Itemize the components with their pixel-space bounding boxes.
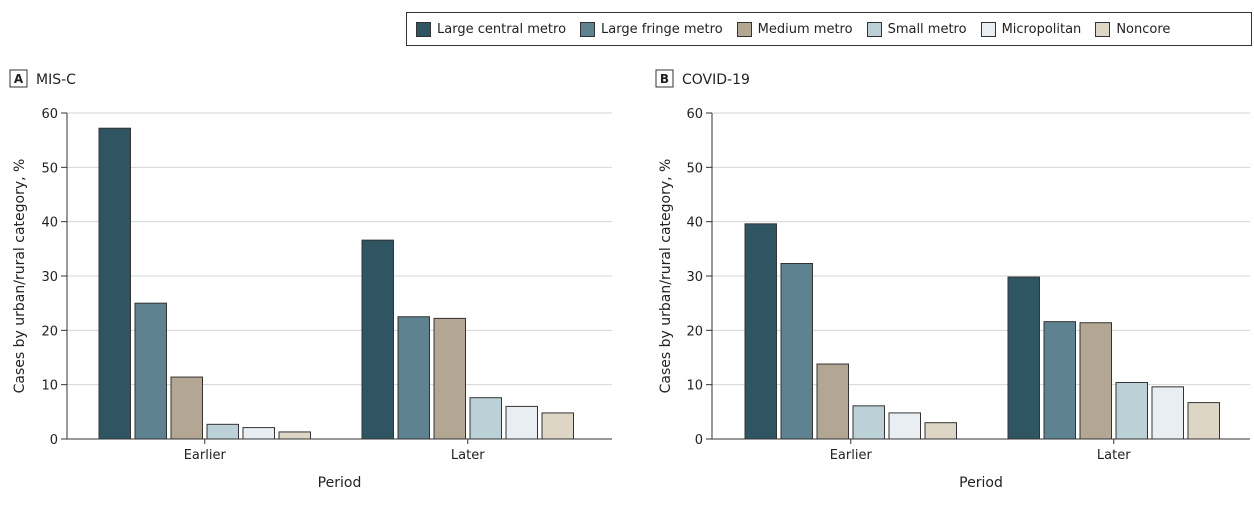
bar-large-central-metro-earlier xyxy=(744,223,777,440)
bar-small-metro-earlier xyxy=(852,405,885,440)
x-tick-label: Later xyxy=(1097,448,1131,463)
y-tick-label: 20 xyxy=(686,324,703,339)
bar-noncore-earlier xyxy=(924,422,957,440)
chart-legend: Large central metro Large fringe metro M… xyxy=(406,12,1252,46)
x-tick-label: Earlier xyxy=(184,448,227,463)
y-tick-label: 60 xyxy=(686,107,703,122)
legend-label: Medium metro xyxy=(757,21,853,37)
bar-small-metro-later xyxy=(1115,381,1148,440)
legend-label: Noncore xyxy=(1116,21,1171,37)
panel-letter-box xyxy=(9,69,28,88)
legend-swatch xyxy=(416,21,431,37)
y-tick-label: 30 xyxy=(41,270,58,285)
bar-large-fringe-metro-later xyxy=(397,316,430,440)
legend-label: Large fringe metro xyxy=(601,21,723,37)
bar-micropolitan-later xyxy=(1151,386,1184,440)
x-tick-label: Earlier xyxy=(830,448,873,463)
legend-item-medium-metro: Medium metro xyxy=(736,21,853,37)
bar-small-metro-later xyxy=(469,397,502,440)
bar-large-central-metro-later xyxy=(1007,276,1040,440)
bar-noncore-later xyxy=(1187,402,1220,440)
x-axis-label: Period xyxy=(959,475,1003,491)
legend-swatch xyxy=(736,21,752,37)
legend-item-small-metro: Small metro xyxy=(866,21,967,37)
bar-small-metro-earlier xyxy=(206,423,239,440)
y-tick-label: 40 xyxy=(686,216,703,231)
legend-item-noncore: Noncore xyxy=(1095,21,1171,37)
bar-large-fringe-metro-earlier xyxy=(780,263,813,440)
bar-large-fringe-metro-earlier xyxy=(134,302,167,440)
bar-medium-metro-later xyxy=(433,317,466,440)
bar-medium-metro-earlier xyxy=(816,363,849,440)
y-tick-label: 50 xyxy=(41,161,58,176)
x-axis-label: Period xyxy=(318,475,362,491)
legend-swatch xyxy=(1095,21,1111,37)
bar-large-central-metro-earlier xyxy=(98,127,131,440)
legend-label: Micropolitan xyxy=(1001,21,1082,37)
y-tick-label: 40 xyxy=(41,216,58,231)
panel-letter-box xyxy=(655,69,674,88)
legend-swatch xyxy=(866,21,882,37)
x-tick-label: Later xyxy=(451,448,485,463)
legend-item-large-fringe-metro: Large fringe metro xyxy=(580,21,723,37)
bar-micropolitan-later xyxy=(505,405,538,440)
bar-noncore-earlier xyxy=(278,431,311,440)
y-tick-label: 0 xyxy=(50,433,58,448)
y-tick-label: 30 xyxy=(686,270,703,285)
y-tick-label: 10 xyxy=(41,379,58,394)
y-tick-label: 50 xyxy=(686,161,703,176)
legend-swatch xyxy=(580,21,596,37)
y-axis-label: Cases by urban/rural category, % xyxy=(12,159,28,394)
bar-medium-metro-later xyxy=(1079,322,1112,440)
legend-item-micropolitan: Micropolitan xyxy=(980,21,1082,37)
panel-letter: B xyxy=(660,72,669,86)
bar-medium-metro-earlier xyxy=(170,376,203,440)
bar-large-central-metro-later xyxy=(361,239,394,440)
y-tick-label: 0 xyxy=(695,433,703,448)
bar-micropolitan-earlier xyxy=(888,412,921,440)
panel-title: MIS-C xyxy=(36,72,76,88)
y-tick-label: 60 xyxy=(41,107,58,122)
y-tick-label: 20 xyxy=(41,324,58,339)
bar-noncore-later xyxy=(541,412,574,440)
legend-label: Large central metro xyxy=(437,21,567,37)
panel-title: COVID-19 xyxy=(682,72,750,88)
bar-micropolitan-earlier xyxy=(242,427,275,440)
legend-label: Small metro xyxy=(887,21,967,37)
y-tick-label: 10 xyxy=(686,379,703,394)
panel-letter: A xyxy=(14,72,24,86)
bar-large-fringe-metro-later xyxy=(1043,321,1076,440)
legend-swatch xyxy=(980,21,996,37)
y-axis-label: Cases by urban/rural category, % xyxy=(658,159,674,394)
legend-item-large-central-metro: Large central metro xyxy=(416,21,567,37)
